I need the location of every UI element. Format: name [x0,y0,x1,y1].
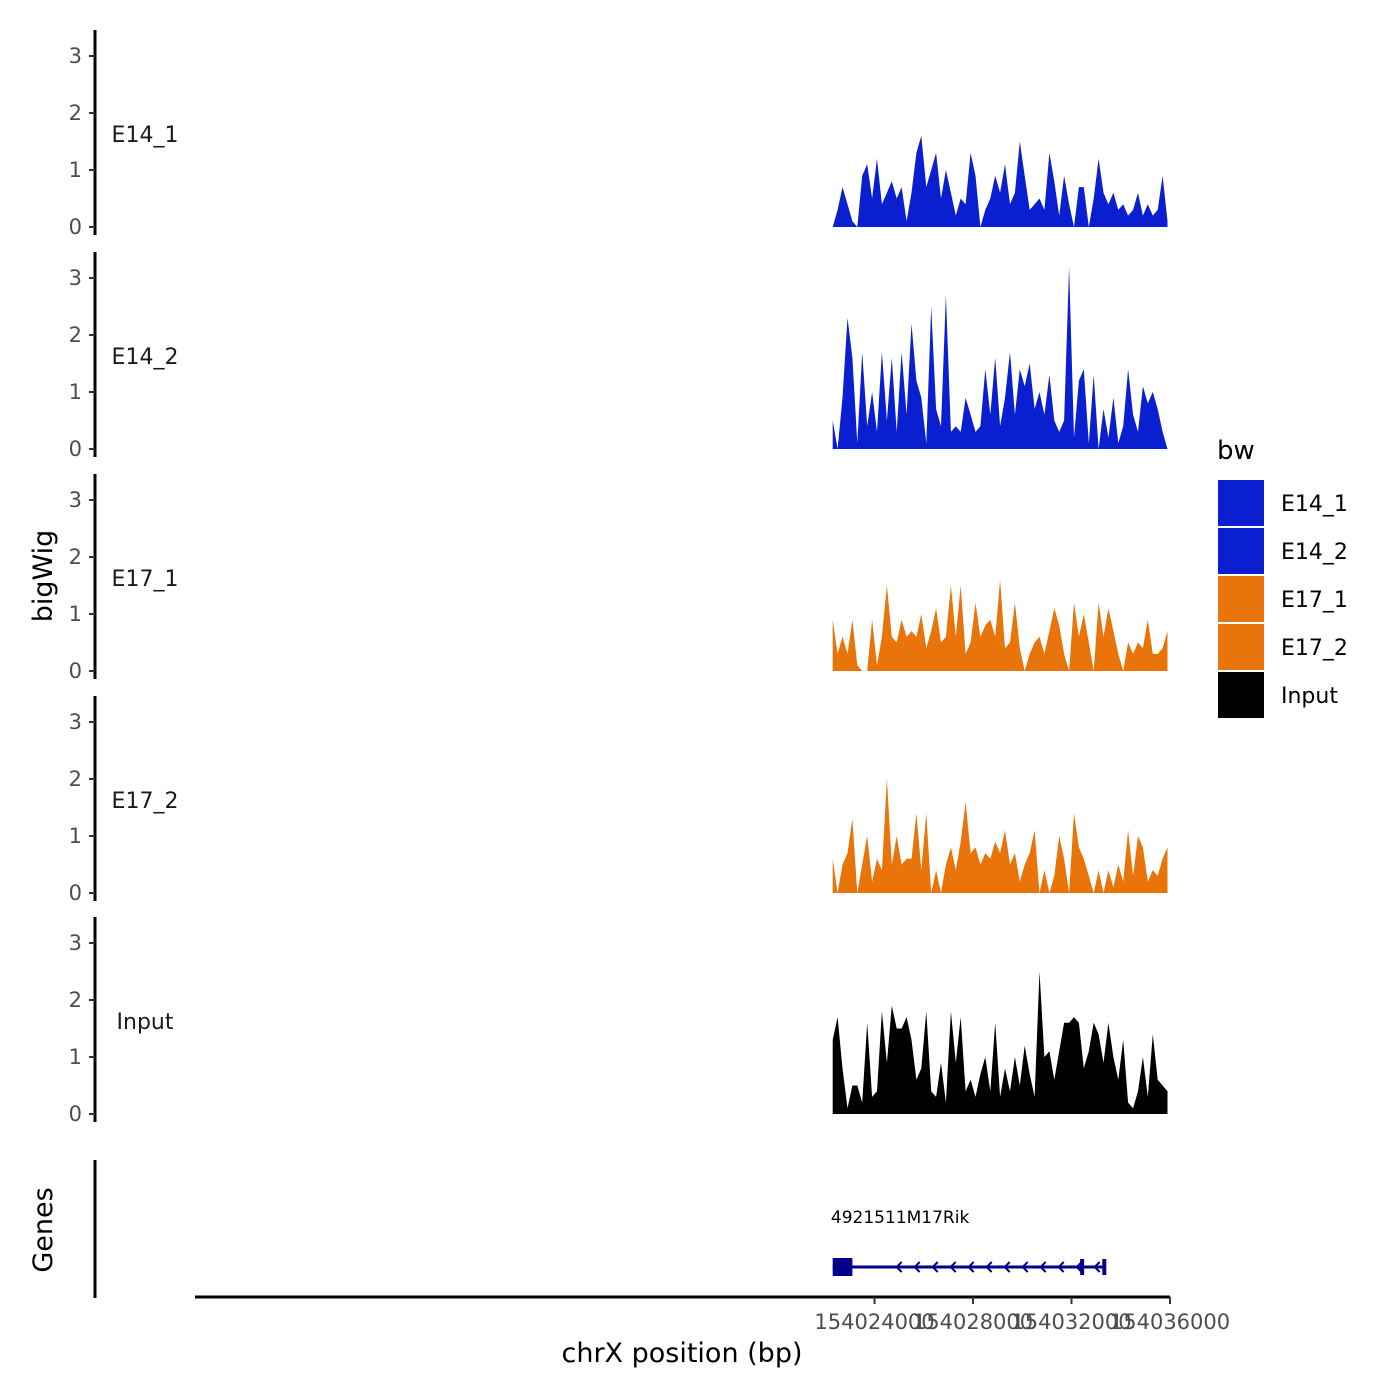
legend-swatch [1218,480,1264,526]
strand-chevron [1057,1261,1065,1273]
legend-swatch [1218,624,1264,670]
y-tick-label: 1 [69,158,82,182]
strand-chevron [967,1261,975,1273]
track-label: E14_1 [112,123,179,148]
gene-exon [832,1258,853,1276]
y-tick-label: 1 [69,602,82,626]
legend-label: E17_2 [1281,636,1348,661]
gene-exon [1102,1259,1107,1275]
y-tick-label: 2 [69,988,82,1012]
track-label: E17_2 [112,789,179,814]
signal-area-E17_1 [832,579,1168,671]
strand-chevron [1021,1261,1029,1273]
gene-exon [1080,1259,1085,1275]
genes-track-label: Genes [28,1187,59,1272]
x-tick-label: 154036000 [1110,1310,1230,1334]
legend-label: Input [1281,684,1338,709]
y-tick-label: 3 [69,931,82,955]
legend-label: E14_2 [1281,540,1348,565]
signal-area-E14_2 [832,266,1168,449]
legend-label: E17_1 [1281,588,1348,613]
y-tick-label: 0 [69,659,82,683]
strand-chevron [895,1261,903,1273]
legend-swatch [1218,528,1264,574]
y-tick-label: 0 [69,215,82,239]
gene-track: Genes 4921511M17Rik [28,1160,1107,1298]
strand-chevron [1039,1261,1047,1273]
gene-models: 4921511M17Rik [831,1208,1107,1276]
strand-chevron [1075,1261,1083,1273]
signal-area-E17_2 [832,779,1168,893]
strand-chevron [985,1261,993,1273]
y-tick-label: 0 [69,881,82,905]
y-tick-label: 3 [69,266,82,290]
legend-title: bw [1217,436,1255,466]
track-E14_2: 0 1 2 3 E14_2 [69,252,1168,461]
y-tick-label: 2 [69,101,82,125]
x-tick-label: 154024000 [814,1310,934,1334]
gene-4921511M17Rik: 4921511M17Rik [831,1208,1107,1276]
track-label: Input [117,1010,174,1035]
y-tick-label: 0 [69,437,82,461]
y-tick-label: 3 [69,44,82,68]
y-tick-label: 3 [69,710,82,734]
strand-chevron [913,1261,921,1273]
x-tick-label: 154028000 [913,1310,1033,1334]
x-tick-label: 154032000 [1011,1310,1131,1334]
track-label: E17_1 [112,567,179,592]
signal-area-Input [832,971,1168,1114]
y-axis-title: bigWig [28,530,59,623]
y-tick-label: 2 [69,767,82,791]
y-tick-label: 1 [69,1045,82,1069]
legend: bw E14_1 E14_2 E17_1 E17_2 Input [1217,436,1348,718]
track-E17_1: 0 1 2 3 E17_1 [69,474,1168,683]
track-Input: 0 1 2 3 Input [69,917,1168,1126]
track-label: E14_2 [112,345,179,370]
track-E17_2: 0 1 2 3 E17_2 [69,696,1168,905]
strand-chevron [949,1261,957,1273]
track-E14_1: 0 1 2 3 E14_1 [69,30,1168,239]
legend-swatch [1218,576,1264,622]
y-tick-label: 1 [69,380,82,404]
strand-chevron [1003,1261,1011,1273]
signal-tracks: 0 1 2 3 E14_1 0 1 2 3 E14_2 0 1 2 3 E17_1 0 1 2 3 E17_2 0 1 2 3… [69,30,1168,1126]
y-tick-label: 2 [69,323,82,347]
y-tick-label: 1 [69,824,82,848]
legend-swatch [1218,672,1264,718]
y-tick-label: 3 [69,488,82,512]
legend-items: E14_1 E14_2 E17_1 E17_2 Input [1218,480,1348,718]
y-tick-label: 0 [69,1102,82,1126]
strand-chevron [931,1261,939,1273]
legend-label: E14_1 [1281,492,1348,517]
signal-area-E14_1 [832,135,1168,227]
gene-name-label: 4921511M17Rik [831,1208,970,1228]
y-tick-label: 2 [69,545,82,569]
x-axis-title: chrX position (bp) [561,1338,802,1369]
strand-chevron [1093,1261,1101,1273]
